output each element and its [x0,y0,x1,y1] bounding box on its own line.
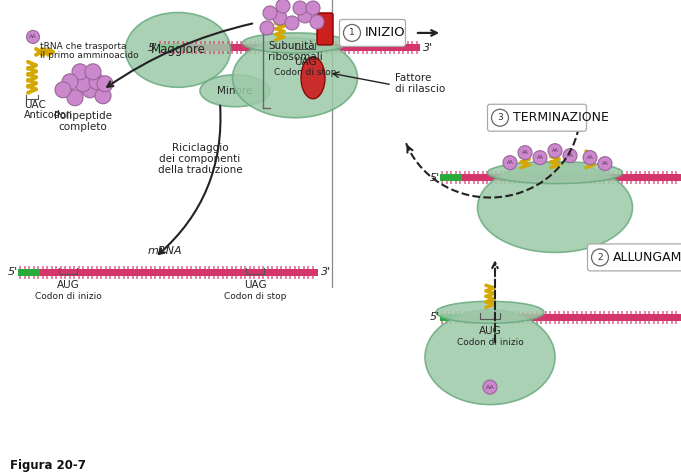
Text: Codon di inizio: Codon di inizio [35,292,101,301]
Ellipse shape [477,163,633,253]
Text: 5': 5' [148,43,158,53]
Text: AUG: AUG [57,280,80,290]
Circle shape [273,11,287,25]
FancyBboxPatch shape [588,244,681,271]
Text: Codon di stop: Codon di stop [224,292,286,301]
FancyBboxPatch shape [340,19,405,46]
Text: Minore: Minore [217,86,253,96]
Bar [440,174,462,181]
Text: UAG: UAG [294,57,316,67]
Ellipse shape [436,301,544,323]
Circle shape [583,151,597,165]
Circle shape [27,30,39,44]
Text: Polipeptide: Polipeptide [54,111,112,121]
Text: 3': 3' [423,43,433,53]
Text: Anticodon: Anticodon [24,110,73,120]
Bar [440,314,462,321]
Bar [462,314,681,321]
Text: Codon di stop: Codon di stop [274,68,336,77]
Text: TERMINAZIONE: TERMINAZIONE [513,111,609,124]
Circle shape [483,380,497,394]
Circle shape [276,0,290,13]
Ellipse shape [125,12,230,88]
Text: 3': 3' [321,267,331,277]
Text: 5': 5' [8,267,18,277]
Text: AA: AA [601,161,608,166]
Bar [462,174,681,181]
Text: AA: AA [552,148,558,153]
Text: Maggiore: Maggiore [151,44,206,56]
Circle shape [298,9,312,23]
Circle shape [97,76,113,92]
Circle shape [533,151,547,165]
Circle shape [55,82,71,98]
Circle shape [260,21,274,35]
Circle shape [548,144,562,158]
Text: INIZIO: INIZIO [365,26,406,39]
Text: di rilascio: di rilascio [395,84,445,94]
Circle shape [285,16,299,30]
Text: il primo amminoacido: il primo amminoacido [40,52,139,61]
FancyBboxPatch shape [317,13,333,45]
Circle shape [85,64,101,80]
Ellipse shape [200,75,270,107]
Text: UAC: UAC [24,100,46,110]
Text: 5': 5' [430,173,440,183]
Text: tRNA che trasporta: tRNA che trasporta [40,43,127,52]
Text: AUG: AUG [479,326,501,336]
Text: Riciclaggio: Riciclaggio [172,143,228,153]
Circle shape [82,82,98,98]
Bar [180,44,420,52]
Circle shape [293,1,307,15]
Circle shape [343,25,360,42]
Circle shape [306,1,320,15]
FancyBboxPatch shape [488,104,586,131]
Circle shape [598,157,612,171]
Text: AA: AA [29,35,37,39]
Circle shape [492,109,509,126]
Text: AA: AA [537,155,543,160]
Bar [18,269,40,276]
Ellipse shape [242,33,347,53]
Circle shape [563,149,577,163]
Circle shape [592,249,609,266]
Circle shape [503,156,517,170]
Text: 5': 5' [430,312,440,322]
Ellipse shape [232,38,358,118]
Text: AA: AA [507,160,513,165]
Text: 3: 3 [497,113,503,122]
Text: dei componenti: dei componenti [159,154,240,164]
Text: 1: 1 [349,28,355,37]
Text: Fattore: Fattore [395,73,431,83]
Circle shape [62,74,78,90]
Text: Figura 20-7: Figura 20-7 [10,459,86,472]
Circle shape [75,76,91,92]
Circle shape [263,6,277,20]
Text: Codon di inizio: Codon di inizio [457,338,524,347]
Circle shape [95,88,111,104]
Circle shape [67,90,83,106]
Text: AA: AA [586,155,593,160]
Bar [40,269,318,276]
Ellipse shape [488,162,622,184]
Circle shape [89,74,105,90]
Text: mRNA: mRNA [148,246,183,256]
Text: UAG: UAG [244,280,266,290]
Ellipse shape [425,310,555,404]
Text: ALLUNGAMENTO: ALLUNGAMENTO [613,251,681,264]
Bar [158,44,180,52]
Text: AA: AA [567,153,573,158]
Text: completo: completo [59,122,108,131]
Text: AA: AA [486,385,494,390]
Circle shape [518,146,532,160]
Circle shape [310,15,324,29]
Ellipse shape [301,57,325,99]
Text: Subunità: Subunità [268,41,315,51]
Text: ribosomali: ribosomali [268,52,323,62]
Circle shape [72,64,88,80]
Text: della traduzione: della traduzione [158,165,242,175]
Text: 2: 2 [597,253,603,262]
Text: AA: AA [522,150,528,155]
